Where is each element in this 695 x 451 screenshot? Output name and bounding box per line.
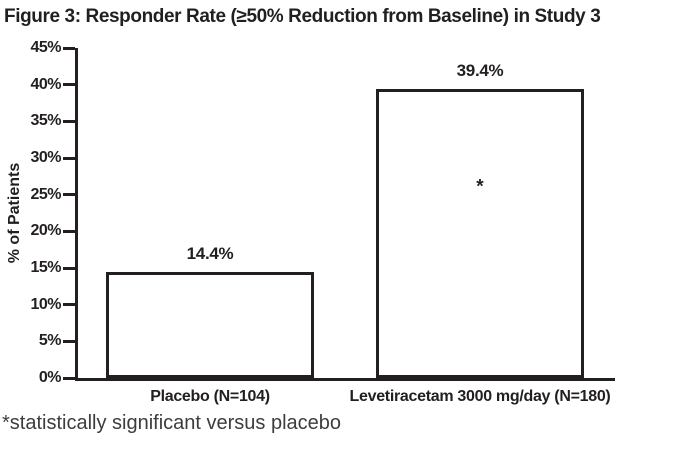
y-tick-label: 10% <box>30 295 61 313</box>
significance-footnote: *statistically significant versus placeb… <box>2 412 342 434</box>
bar-placebo <box>106 272 314 378</box>
y-axis-line <box>75 48 78 381</box>
y-tick-mark <box>63 119 75 123</box>
y-tick-mark <box>63 303 75 307</box>
y-tick-mark <box>63 339 75 343</box>
y-tick-mark <box>63 376 75 380</box>
y-tick-label: 35% <box>30 112 61 130</box>
y-tick-mark <box>63 193 75 197</box>
bar-value-label: 14.4% <box>186 244 234 264</box>
y-tick-mark <box>63 83 75 87</box>
significance-asterisk: * <box>476 176 484 198</box>
figure-title: Figure 3: Responder Rate (≥50% Reduction… <box>4 6 601 27</box>
y-tick-label: 45% <box>30 39 61 56</box>
y-tick-label: 15% <box>30 259 61 276</box>
y-tick-mark <box>63 156 75 160</box>
plot-area: 0% 5% 10% 15% 20% 25% 30% 35% 40% 45% 14.4% Placebo… <box>30 39 615 405</box>
bar-levetiracetam <box>376 89 584 378</box>
x-axis-line <box>75 378 615 381</box>
y-tick-mark <box>63 266 75 270</box>
x-category-label: Levetiracetam 3000 mg/day (N=180) <box>349 388 611 405</box>
y-tick-label: 0% <box>38 369 62 386</box>
y-tick-label: 20% <box>30 222 61 240</box>
bar-value-label: 39.4% <box>456 61 504 81</box>
y-axis-label: % of Patients <box>6 162 23 264</box>
y-tick-label: 5% <box>38 332 62 350</box>
y-tick-label: 30% <box>30 149 61 166</box>
x-category-label: Placebo (N=104) <box>150 388 270 405</box>
y-tick-label: 40% <box>30 75 61 93</box>
y-tick-label: 25% <box>30 185 61 203</box>
y-tick-mark <box>63 46 75 50</box>
y-tick-mark <box>63 229 75 233</box>
